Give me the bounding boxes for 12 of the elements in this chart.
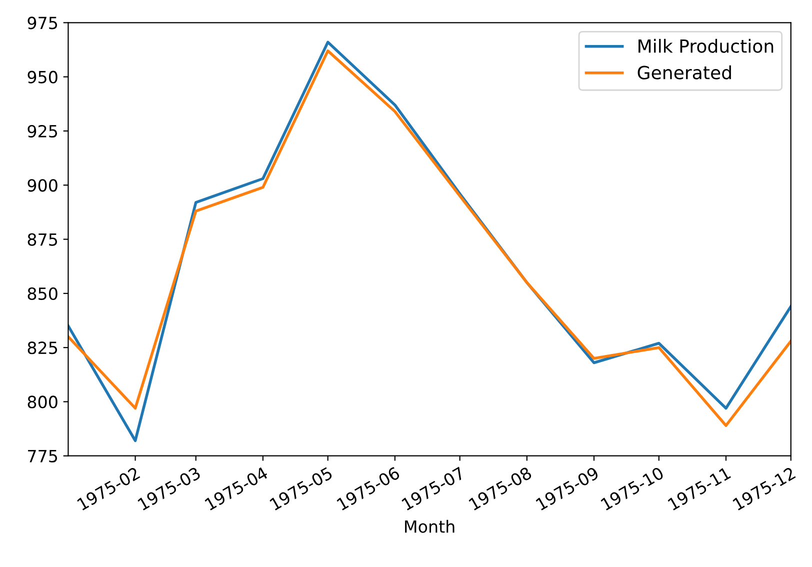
y-tick-label: 950 (28, 70, 58, 84)
legend-label: Milk Production (638, 38, 774, 53)
y-tick-label: 775 (28, 450, 58, 462)
y-tick-label: 825 (28, 342, 58, 354)
y-tick-label: 875 (28, 233, 58, 246)
y-tick-label: 850 (28, 287, 58, 300)
y-tick-label: 800 (28, 396, 58, 408)
y-tick-label: 925 (28, 124, 58, 138)
y-tick-label: 900 (28, 179, 58, 192)
x-axis-title: Month (405, 520, 454, 533)
legend-label: Generated (638, 65, 731, 80)
y-tick-label: 975 (28, 16, 58, 30)
